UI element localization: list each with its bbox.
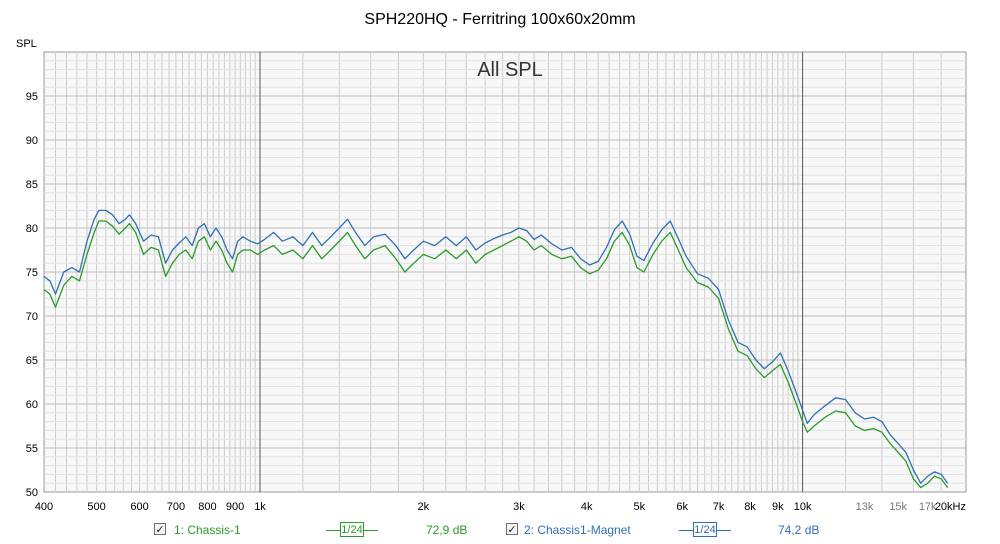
- x-tick-label: 600: [130, 501, 148, 513]
- x-tick-label: 5k: [633, 501, 645, 513]
- y-tick-label: 75: [26, 267, 38, 279]
- series-1-smoothing[interactable]: 1/24: [326, 520, 378, 540]
- x-tick-label: 500: [87, 501, 105, 513]
- x-tick-label: 700: [167, 501, 185, 513]
- x-tick-label: 13k: [856, 501, 874, 513]
- series-1-name: 1: Chassis-1: [174, 523, 241, 537]
- y-axis-label: SPL: [16, 38, 37, 50]
- legend: ✓ 1: Chassis-1 1/24 72,9 dB ✓ 2: Chassis…: [0, 520, 1000, 542]
- grid-major: [259, 52, 804, 492]
- y-tick-label: 90: [26, 135, 38, 147]
- grid-minor: [44, 52, 966, 492]
- series-1-checkbox[interactable]: ✓: [154, 523, 166, 536]
- x-tick-labels: 400 500 600 700 800 900 1k 2k 3k 4k 5k 6k 7k 8k 9k 10k 1…: [35, 501, 966, 513]
- x-tick-label: 900: [226, 501, 244, 513]
- y-tick-label: 70: [26, 311, 38, 323]
- y-tick-label: 60: [26, 399, 38, 411]
- x-tick-label: 7k: [713, 501, 725, 513]
- x-tick-label: 17k: [919, 501, 937, 513]
- x-tick-label: 6k: [676, 501, 688, 513]
- series-2-smoothing-label: 1/24: [693, 522, 717, 537]
- x-tick-label: 800: [198, 501, 216, 513]
- y-tick-label: 55: [26, 443, 38, 455]
- series-line-2: [43, 209, 949, 484]
- x-tick-label: 400: [35, 501, 53, 513]
- series-2-checkbox[interactable]: ✓: [506, 523, 518, 536]
- series-line-1: [43, 220, 949, 489]
- chart-subtitle: All SPL: [477, 59, 543, 81]
- y-tick-label: 80: [26, 223, 38, 235]
- x-tick-label: 3k: [513, 501, 525, 513]
- series-2-name: 2: Chassis1-Magnet: [524, 523, 631, 537]
- x-tick-label: 15k: [889, 501, 907, 513]
- x-tick-label: 2k: [417, 501, 429, 513]
- chart-title: SPH220HQ - Ferritring 100x60x20mm: [364, 11, 635, 28]
- y-tick-label: 65: [26, 355, 38, 367]
- chart: SPH220HQ - Ferritring 100x60x20mm SPL Al…: [16, 11, 967, 513]
- x-tick-label: 10k: [794, 501, 812, 513]
- series-1-average: 72,9 dB: [426, 523, 468, 537]
- y-tick-label: 95: [26, 91, 38, 103]
- x-tick-label: 1k: [254, 501, 266, 513]
- y-tick-label: 50: [26, 487, 38, 499]
- series-1-smoothing-label: 1/24: [340, 522, 364, 537]
- x-tick-label: 20kHz: [935, 501, 966, 513]
- x-tick-label: 9k: [772, 501, 784, 513]
- y-tick-label: 85: [26, 179, 38, 191]
- series-2-average: 74,2 dB: [778, 523, 820, 537]
- series-layer: [43, 209, 949, 489]
- series-2-smoothing[interactable]: 1/24: [679, 520, 731, 540]
- x-tick-label: 4k: [581, 501, 593, 513]
- x-tick-label: 8k: [744, 501, 756, 513]
- y-tick-labels: 50 55 60 65 70 75 80 85 90 95: [26, 91, 38, 499]
